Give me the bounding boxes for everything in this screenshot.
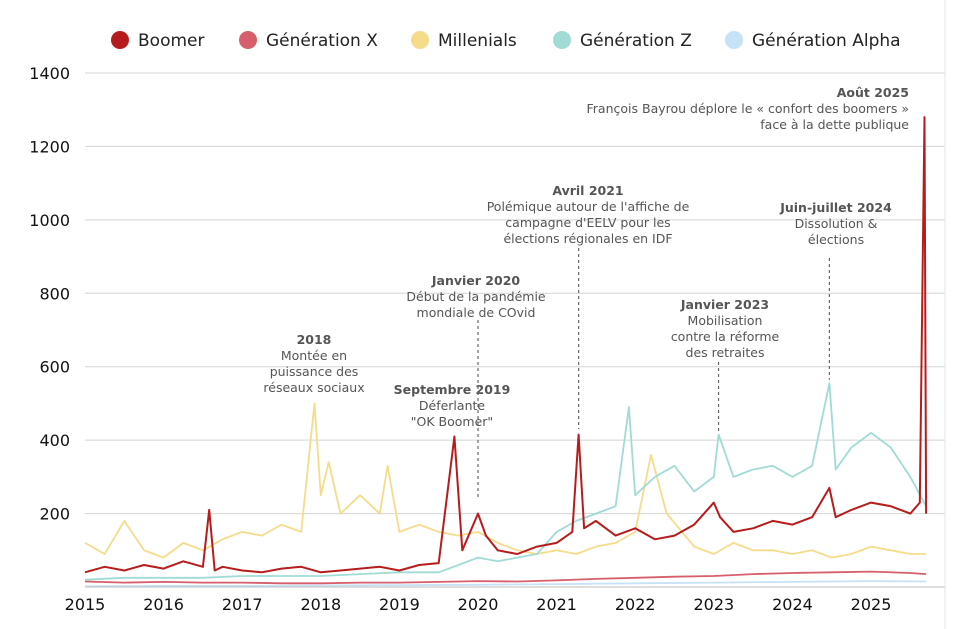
x-tick-label: 2016: [143, 595, 184, 614]
annotation-text: Dissolution &: [795, 216, 878, 231]
x-tick-label: 2025: [851, 595, 892, 614]
y-tick-label: 400: [39, 431, 70, 450]
y-tick-label: 1400: [29, 64, 70, 83]
legend-label: Millenials: [438, 31, 517, 51]
series-line-2: [84, 402, 927, 559]
legend-label: Génération X: [266, 31, 378, 51]
annotation-text: mondiale de COvid: [417, 305, 536, 320]
y-tick-label: 800: [39, 284, 70, 303]
annotation-text: Mobilisation: [688, 313, 763, 328]
legend-marker: [239, 31, 257, 49]
legend-label: Génération Alpha: [752, 31, 901, 51]
series-line-1: [84, 570, 927, 585]
legend-label: Boomer: [138, 31, 204, 51]
annotation-text: Déferlante: [419, 398, 486, 413]
annotation-text: Montée en: [281, 348, 347, 363]
x-tick-label: 2020: [458, 595, 499, 614]
series-line-0: [84, 116, 928, 574]
annotation-text: élections régionales en IDF: [503, 231, 672, 246]
annotation-title: 2018: [297, 332, 332, 347]
series-line-3: [84, 382, 927, 581]
y-tick-label: 1000: [29, 211, 70, 230]
x-tick-label: 2015: [65, 595, 106, 614]
x-tick-label: 2023: [693, 595, 734, 614]
annotation-text: réseaux sociaux: [263, 380, 364, 395]
gridlines: [85, 72, 945, 515]
series-line-4: [84, 580, 927, 588]
annotation-text: élections: [808, 232, 864, 247]
axes: 1400 1200 1000 800 600 400 200 2015 2016 2017 2018…: [29, 0, 946, 629]
series-lines: [84, 116, 928, 588]
y-tick-label: 1200: [29, 137, 70, 156]
legend-marker: [411, 31, 429, 49]
annotation-title: Août 2025: [837, 85, 909, 100]
annotation-title: Janvier 2020: [431, 273, 521, 288]
y-tick-label: 200: [39, 505, 70, 524]
legend: Boomer Génération X Millenials Génération Z…: [111, 31, 901, 51]
annotation-title: Avril 2021: [552, 183, 623, 198]
annotation-text: Début de la pandémie: [406, 289, 546, 304]
annotation-text: puissance des: [270, 364, 359, 379]
legend-marker: [725, 31, 743, 49]
annotation-text: des retraites: [686, 345, 765, 360]
legend-marker: [553, 31, 571, 49]
x-tick-label: 2024: [772, 595, 813, 614]
x-tick-label: 2022: [615, 595, 656, 614]
annotation-title: Septembre 2019: [394, 382, 511, 397]
annotation-text: "OK Boomer": [411, 414, 493, 429]
x-tick-label: 2019: [379, 595, 420, 614]
x-tick-label: 2017: [222, 595, 263, 614]
annotation-text: François Bayrou déplore le « confort des…: [587, 101, 909, 116]
annotation-text: face à la dette publique: [760, 117, 909, 132]
annotation-title: Juin-juillet 2024: [779, 200, 892, 215]
annotation-text: Polémique autour de l'affiche de: [487, 199, 690, 214]
annotation-title: Janvier 2023: [680, 297, 769, 312]
y-tick-label: 600: [39, 358, 70, 377]
legend-label: Génération Z: [580, 31, 692, 51]
annotation-text: contre la réforme: [671, 329, 780, 344]
x-tick-label: 2021: [536, 595, 577, 614]
legend-marker: [111, 31, 129, 49]
annotation-text: campagne d'EELV pour les: [505, 215, 670, 230]
x-tick-label: 2018: [300, 595, 341, 614]
